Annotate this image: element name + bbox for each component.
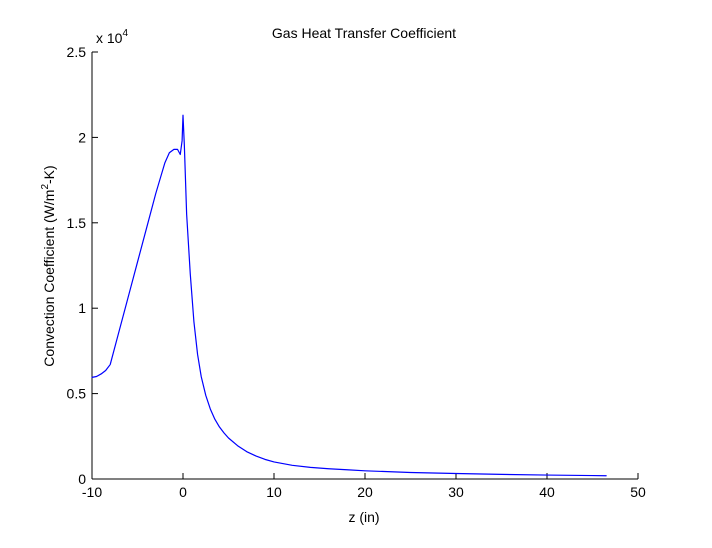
y-tick-label: 1.5 — [67, 215, 87, 231]
y-axis-label-tail: -K) — [41, 165, 57, 184]
y-tick-label: 0 — [78, 471, 86, 487]
x-tick-label: 20 — [357, 484, 373, 500]
y-axis-exponent-base: x 10 — [96, 30, 123, 46]
y-tick-label: 2 — [78, 129, 86, 145]
y-axis-label-main: Convection Coefficient (W/m — [41, 190, 57, 367]
plot-area: -10 0 10 20 30 40 50 00.511.522.5 — [67, 44, 646, 500]
x-tick-label: 40 — [539, 484, 555, 500]
y-axis-label: Convection Coefficient (W/m2-K) — [40, 165, 57, 366]
x-axis-ticks: -10 0 10 20 30 40 50 — [82, 473, 646, 500]
x-axis-label: z (in) — [348, 509, 379, 525]
y-tick-label: 1 — [78, 300, 86, 316]
chart-title: Gas Heat Transfer Coefficient — [272, 25, 456, 41]
x-tick-label: 10 — [266, 484, 282, 500]
x-tick-label: 0 — [179, 484, 187, 500]
x-tick-label: 50 — [630, 484, 646, 500]
y-axis-label-superscript: 2 — [40, 184, 51, 190]
y-axis-ticks: 0 0.5 1 1.5 2 2.5 — [67, 44, 98, 487]
y-axis-exponent: x 104 — [96, 28, 128, 46]
data-series-line — [91, 114, 607, 477]
x-tick-label: 30 — [448, 484, 464, 500]
x-tick-label: -10 — [82, 484, 102, 500]
y-axis-exponent-power: 4 — [122, 28, 128, 39]
y-tick-label: 2.5 — [67, 44, 87, 60]
y-tick-label: 0.5 — [67, 386, 87, 402]
